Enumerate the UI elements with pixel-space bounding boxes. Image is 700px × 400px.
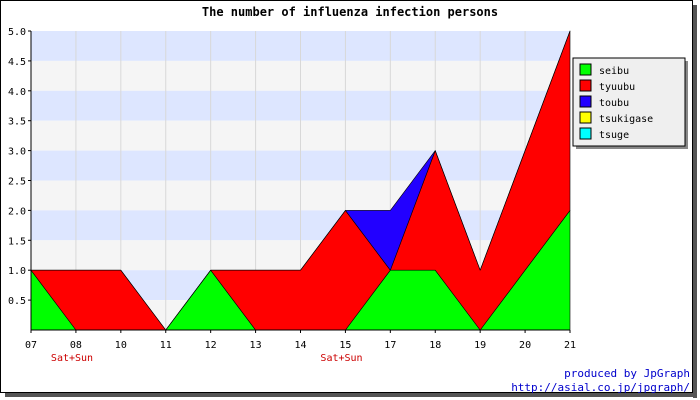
x-tick-label: 08	[70, 340, 82, 351]
x-category-note: Sat+Sun	[320, 353, 362, 364]
x-tick-label: 17	[384, 340, 396, 351]
frame-shadow-bottom	[5, 393, 697, 397]
x-tick-label: 10	[115, 340, 127, 351]
y-tick-label: 1.0	[8, 266, 26, 277]
x-tick-label: 19	[474, 340, 486, 351]
legend: seibu tyuubu toubu tsukigase tsuge	[572, 57, 688, 149]
chart-title: The number of influenza infection person…	[202, 5, 498, 19]
legend-label-tyuubu: tyuubu	[599, 82, 635, 93]
series-area-toubu	[30, 30, 571, 331]
legend-label-seibu: seibu	[599, 66, 629, 77]
y-tick-label: 0.5	[8, 296, 26, 307]
y-tick-label: 4.0	[8, 87, 26, 98]
x-tick-label: 13	[250, 340, 262, 351]
x-tick-label: 15	[339, 340, 351, 351]
x-tick-label: 21	[564, 340, 576, 351]
y-tick-label: 2.0	[8, 206, 26, 217]
legend-label-tsuge: tsuge	[599, 130, 629, 141]
credit-url[interactable]: http://asial.co.jp/jpgraph/	[511, 381, 690, 394]
frame-shadow-right	[693, 5, 697, 398]
x-tick-label: 07	[25, 340, 37, 351]
x-tick-label: 20	[519, 340, 531, 351]
legend-swatch-tsukigase	[579, 111, 592, 124]
legend-label-toubu: toubu	[599, 98, 629, 109]
tick-labels: 0.5 1.0 1.5 2.0 2.5 3.0 3.5 4.0 4.5 5.0 07 Sat+Sun 0…	[8, 27, 576, 364]
legend-swatch-toubu	[579, 95, 592, 108]
x-tick-label: 14	[294, 340, 306, 351]
y-tick-label: 4.5	[8, 57, 26, 68]
legend-box	[572, 57, 686, 147]
x-tick-label: 12	[205, 340, 217, 351]
y-tick-label: 3.0	[8, 147, 26, 158]
y-tick-label: 1.5	[8, 236, 26, 247]
legend-swatch-seibu	[579, 63, 592, 76]
y-tick-label: 5.0	[8, 27, 26, 38]
y-tick-label: 3.5	[8, 117, 26, 128]
y-tick-label: 2.5	[8, 177, 26, 188]
legend-swatch-tsuge	[579, 127, 592, 140]
x-tick-label: 18	[429, 340, 441, 351]
legend-swatch-tyuubu	[579, 79, 592, 92]
x-tick-label: 11	[160, 340, 172, 351]
legend-label-tsukigase: tsukigase	[599, 114, 653, 125]
x-category-note: Sat+Sun	[51, 353, 93, 364]
credit-producer: produced by JpGraph	[564, 367, 690, 380]
